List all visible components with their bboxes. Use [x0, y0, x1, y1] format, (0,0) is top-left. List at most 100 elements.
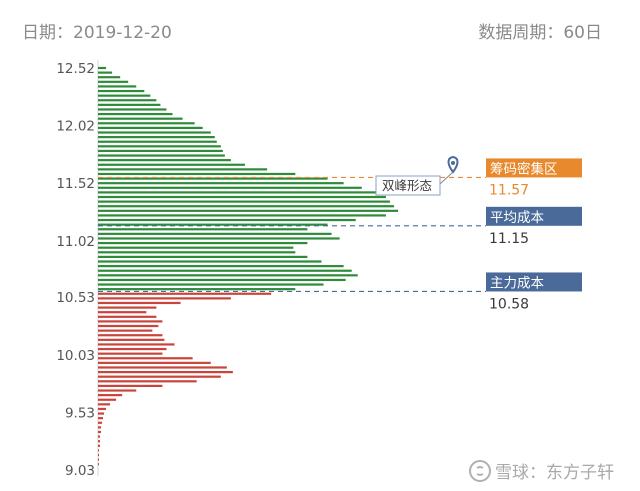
loss-chip-bar	[98, 417, 104, 420]
loss-chip-bar	[98, 292, 272, 295]
loss-chip-bar	[98, 421, 103, 424]
loss-chip-bar	[98, 338, 165, 341]
loss-chip-bar	[98, 329, 153, 332]
profit-chip-bar	[98, 122, 195, 125]
loss-chip-bar	[98, 334, 163, 337]
profit-chip-bar	[98, 76, 121, 79]
profit-chip-bar	[98, 283, 324, 286]
avg-cost-badge-label: 平均成本	[490, 210, 544, 226]
profit-chip-bar	[98, 108, 167, 111]
loss-chip-bar	[98, 398, 117, 401]
profit-chip-bar	[98, 145, 221, 148]
y-tick-label: 11.02	[56, 234, 95, 250]
y-tick-label: 9.53	[65, 405, 95, 421]
loss-chip-bar	[98, 311, 147, 314]
snowball-logo-icon	[469, 459, 491, 482]
watermark-text: 雪球：东方子轩	[495, 463, 614, 483]
date-label: 日期：2019-12-20	[22, 23, 172, 43]
profit-chip-bar	[98, 246, 294, 249]
profit-chip-bar	[98, 71, 113, 74]
profit-chip-bar	[98, 255, 308, 259]
chip-dense-badge-label: 筹码密集区	[490, 160, 558, 177]
profit-chip-bar	[98, 177, 328, 180]
loss-chip-bar	[98, 440, 101, 443]
profit-chip-bar	[98, 195, 386, 199]
profit-chip-bar	[98, 251, 296, 254]
profit-chip-bar	[98, 168, 268, 171]
profit-chip-bar	[98, 186, 362, 189]
profit-chip-bar	[98, 126, 203, 129]
loss-chip-bar	[98, 407, 107, 411]
annotation-leader-line	[439, 171, 454, 185]
profit-chip-bar	[98, 89, 145, 93]
loss-chip-bar	[98, 389, 137, 392]
loss-chip-bar	[98, 430, 102, 434]
loss-chip-bar	[98, 297, 231, 300]
profit-chip-bar	[98, 182, 344, 185]
profit-chip-bar	[98, 112, 173, 116]
profit-chip-bar	[98, 136, 215, 139]
profit-chip-bar	[98, 163, 245, 166]
loss-chip-bar	[98, 426, 102, 429]
profit-chip-bar	[98, 159, 231, 162]
profit-chip-bar	[98, 237, 340, 240]
profit-chip-bar	[98, 214, 386, 217]
loss-chip-bar	[98, 463, 100, 466]
period-label[interactable]: 数据周期：60日	[478, 23, 602, 43]
y-tick-label: 10.03	[56, 348, 95, 364]
loss-chip-bar	[98, 361, 211, 364]
profit-chip-bar	[98, 269, 352, 272]
profit-chip-bar	[98, 117, 183, 120]
pattern-annotation: 双峰形态	[375, 155, 459, 196]
loss-chip-bar	[98, 394, 123, 397]
profit-chip-bar	[98, 232, 332, 235]
profit-chip-bar	[98, 288, 296, 291]
profit-chip-bar	[98, 154, 225, 157]
y-tick-label: 12.52	[56, 61, 95, 77]
profit-chip-bar	[98, 205, 394, 208]
main-cost-value: 10.58	[489, 296, 529, 312]
loss-chip-bar	[98, 320, 163, 323]
loss-chip-bar	[98, 444, 101, 447]
volume-bars	[98, 66, 398, 466]
loss-chip-bar	[98, 453, 100, 457]
profit-chip-bar	[98, 265, 344, 268]
profit-chip-bar	[98, 99, 157, 102]
main-cost-badge-label: 主力成本	[490, 275, 544, 291]
loss-chip-bar	[98, 380, 197, 383]
cost-levels: 筹码密集区 11.57 平均成本 11.15 主力成本 10.58	[98, 158, 582, 312]
profit-chip-bar	[98, 218, 356, 222]
profit-chip-bar	[98, 260, 322, 263]
watermark: 雪球：东方子轩	[469, 458, 614, 483]
chip-dense-value: 11.57	[489, 182, 529, 198]
loss-chip-bar	[98, 375, 221, 378]
profit-chip-bar	[98, 172, 296, 176]
loss-chip-bar	[98, 403, 111, 406]
loss-chip-bar	[98, 366, 227, 369]
y-axis-ticks: 12.52 12.02 11.52 11.02 10.53 10.03 9.53 9.03	[56, 61, 95, 479]
profit-chip-bar	[98, 140, 217, 143]
loss-chip-bar	[98, 315, 157, 318]
loss-chip-bar	[98, 343, 175, 346]
profit-chip-bar	[98, 85, 137, 88]
avg-cost-value: 11.15	[489, 231, 529, 247]
profit-chip-bar	[98, 209, 398, 212]
profit-chip-bar	[98, 191, 382, 194]
avg-cost-badge	[486, 206, 582, 226]
profit-chip-bar	[98, 103, 161, 106]
loss-chip-bar	[98, 357, 193, 360]
profit-chip-bar	[98, 228, 308, 231]
loss-chip-bar	[98, 324, 159, 328]
profit-chip-bar	[98, 66, 107, 70]
profit-chip-bar	[98, 80, 129, 83]
location-pin-icon	[447, 155, 459, 174]
chip-dense-badge	[486, 158, 582, 178]
y-tick-label: 11.52	[56, 176, 95, 192]
loss-chip-bar	[98, 347, 167, 351]
profit-chip-bar	[98, 274, 358, 277]
loss-chip-bar	[98, 301, 181, 305]
profit-chip-bar	[98, 278, 346, 282]
double-peak-box	[375, 175, 441, 196]
